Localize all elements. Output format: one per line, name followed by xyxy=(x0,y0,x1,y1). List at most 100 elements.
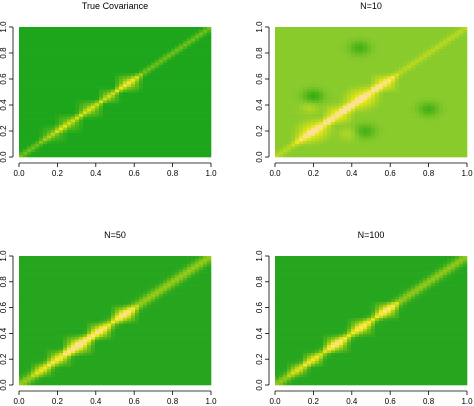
heatmap-cell xyxy=(83,132,88,136)
heatmap-cell xyxy=(43,29,48,33)
heatmap-cell xyxy=(163,143,168,147)
heatmap-cell xyxy=(19,105,24,109)
heatmap-cell xyxy=(415,73,420,77)
heatmap-cell xyxy=(127,40,132,44)
heatmap-cell xyxy=(139,154,144,158)
heatmap-cell xyxy=(411,143,416,147)
heatmap-cell xyxy=(391,148,396,152)
heatmap-cell xyxy=(323,81,328,85)
heatmap-cell xyxy=(419,110,424,114)
heatmap-cell xyxy=(155,78,160,82)
heatmap-cell xyxy=(331,119,336,123)
heatmap-cell xyxy=(55,35,60,39)
heatmap-cell xyxy=(403,148,408,152)
heatmap-cell xyxy=(83,86,88,90)
heatmap-cell xyxy=(183,81,188,85)
heatmap-cell xyxy=(103,116,108,120)
heatmap-cell xyxy=(31,288,36,292)
heatmap-cell xyxy=(151,94,156,98)
heatmap-cell xyxy=(431,75,436,79)
heatmap-cell xyxy=(23,280,28,284)
heatmap-cell xyxy=(19,374,24,378)
heatmap-cell xyxy=(371,48,376,52)
heatmap-cell xyxy=(155,132,160,136)
heatmap-cell xyxy=(315,32,320,36)
heatmap-cell xyxy=(47,100,52,104)
heatmap-cell xyxy=(27,132,32,136)
heatmap-cell xyxy=(35,350,40,354)
heatmap-cell xyxy=(307,54,312,58)
heatmap-cell xyxy=(155,43,160,47)
heatmap-cell xyxy=(207,73,212,77)
heatmap-cell xyxy=(191,89,196,93)
heatmap-cell xyxy=(447,40,452,44)
heatmap-cell xyxy=(43,323,48,327)
heatmap-cell xyxy=(67,113,72,117)
heatmap-cell xyxy=(67,62,72,66)
heatmap-cell xyxy=(403,138,408,142)
heatmap-cell xyxy=(71,138,76,142)
heatmap-cell xyxy=(39,309,44,313)
heatmap-cell xyxy=(275,105,280,109)
heatmap-cell xyxy=(31,309,36,313)
heatmap-cell xyxy=(19,143,24,147)
heatmap-cell xyxy=(447,138,452,142)
heatmap-cell xyxy=(111,32,116,36)
heatmap-cell xyxy=(439,102,444,106)
heatmap-cell xyxy=(367,124,372,128)
heatmap-cell xyxy=(439,113,444,117)
heatmap-cell xyxy=(163,40,168,44)
heatmap-cell xyxy=(19,45,24,49)
heatmap-cell xyxy=(131,40,136,44)
heatmap-cell xyxy=(411,51,416,55)
heatmap-cell xyxy=(159,102,164,106)
heatmap-cell xyxy=(115,135,120,139)
heatmap-cell xyxy=(111,124,116,128)
heatmap-cell xyxy=(75,83,80,87)
heatmap-cell xyxy=(187,102,192,106)
heatmap-cell xyxy=(399,121,404,125)
heatmap-cell xyxy=(327,48,332,52)
heatmap-cell xyxy=(75,59,80,63)
heatmap-cell xyxy=(415,86,420,90)
heatmap-cell xyxy=(127,108,132,112)
heatmap-cell xyxy=(207,138,212,142)
heatmap-cell xyxy=(419,135,424,139)
heatmap-cell xyxy=(95,62,100,66)
heatmap-cell xyxy=(99,81,104,85)
heatmap-cell xyxy=(99,75,104,79)
heatmap-cell xyxy=(155,54,160,58)
heatmap-cell xyxy=(151,148,156,152)
heatmap-cell xyxy=(411,78,416,82)
heatmap-cell xyxy=(315,121,320,125)
heatmap-cell xyxy=(459,83,464,87)
heatmap-cell xyxy=(307,78,312,82)
heatmap-cell xyxy=(279,86,284,90)
heatmap-cell xyxy=(339,27,344,31)
heatmap-cell xyxy=(407,73,412,77)
heatmap-cell xyxy=(19,256,24,259)
heatmap-cell xyxy=(275,97,280,101)
heatmap-cell xyxy=(67,48,72,52)
heatmap-cell xyxy=(23,358,28,362)
heatmap-cell xyxy=(447,105,452,109)
heatmap-cell xyxy=(275,129,280,133)
heatmap-cell xyxy=(83,51,88,55)
heatmap-cell xyxy=(171,151,176,155)
heatmap-cell xyxy=(431,151,436,155)
heatmap-cell xyxy=(179,59,184,63)
heatmap-cell xyxy=(99,73,104,77)
heatmap-cell xyxy=(183,143,188,147)
heatmap-cell xyxy=(19,27,24,31)
heatmap-cell xyxy=(367,27,372,31)
heatmap-cell xyxy=(111,135,116,139)
heatmap-cell xyxy=(303,27,308,31)
heatmap-cell xyxy=(363,56,368,60)
heatmap-cell xyxy=(43,105,48,109)
heatmap-cell xyxy=(335,40,340,44)
heatmap-cell xyxy=(43,51,48,55)
heatmap-cell xyxy=(299,43,304,47)
heatmap-cell xyxy=(91,129,96,133)
heatmap-cell xyxy=(323,132,328,136)
heatmap-cell xyxy=(187,138,192,142)
